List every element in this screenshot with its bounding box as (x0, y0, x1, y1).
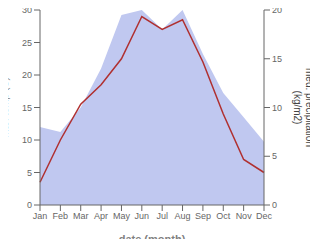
svg-text:20: 20 (22, 70, 32, 80)
svg-text:5: 5 (272, 151, 277, 161)
svg-text:30: 30 (22, 8, 32, 15)
svg-text:Aug: Aug (175, 211, 191, 221)
svg-text:15: 15 (22, 103, 32, 113)
svg-text:Oct: Oct (216, 211, 231, 221)
svg-text:Dec: Dec (256, 211, 273, 221)
svg-text:15: 15 (272, 54, 282, 64)
svg-text:Jun: Jun (135, 211, 150, 221)
svg-text:Nov: Nov (236, 211, 253, 221)
svg-text:0: 0 (272, 200, 277, 210)
svg-text:Apr: Apr (94, 211, 108, 221)
svg-text:May: May (113, 211, 131, 221)
svg-text:10: 10 (22, 135, 32, 145)
svg-text:med. precipitation(kg/m2): med. precipitation(kg/m2) (293, 68, 311, 147)
svg-text:Mar: Mar (73, 211, 89, 221)
svg-text:0: 0 (27, 200, 32, 210)
svg-text:10: 10 (272, 103, 282, 113)
svg-text:5: 5 (27, 168, 32, 178)
svg-text:date (month): date (month) (119, 233, 186, 239)
svg-text:25: 25 (22, 38, 32, 48)
svg-text:max temp (C): max temp (C) (8, 77, 10, 138)
svg-text:Feb: Feb (53, 211, 69, 221)
svg-text:20: 20 (272, 8, 282, 15)
svg-text:Jul: Jul (156, 211, 168, 221)
svg-text:Sep: Sep (195, 211, 211, 221)
svg-text:Jan: Jan (33, 211, 48, 221)
